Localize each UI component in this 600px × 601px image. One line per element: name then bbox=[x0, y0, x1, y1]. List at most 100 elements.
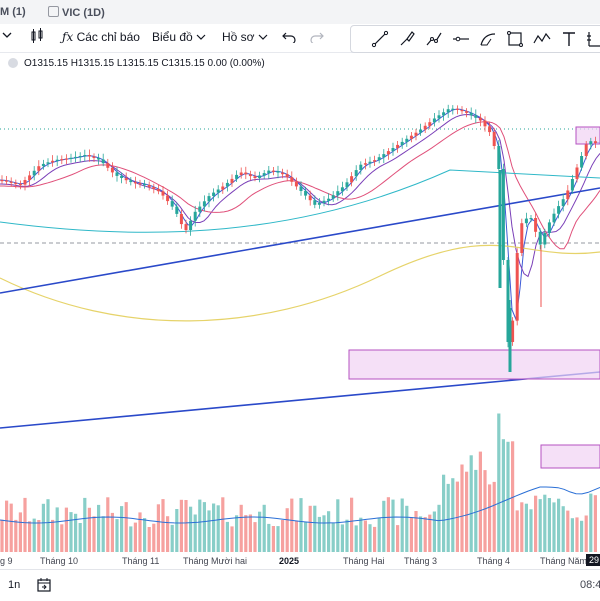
candle-body bbox=[78, 156, 82, 158]
candle-body bbox=[9, 181, 13, 183]
volume-bar bbox=[460, 464, 464, 552]
time-axis: g 9 Tháng 10 Tháng 11 Tháng Mười hai 202… bbox=[0, 552, 600, 569]
candle-body bbox=[345, 182, 349, 188]
volume-bar bbox=[340, 524, 344, 552]
tab-m[interactable]: M (1) bbox=[0, 6, 26, 18]
tab-vic[interactable]: VIC (1D) bbox=[48, 6, 105, 19]
volume-bar bbox=[566, 510, 570, 552]
volume-bar bbox=[534, 495, 538, 552]
volume-bar bbox=[156, 504, 160, 552]
candle-body bbox=[64, 158, 68, 160]
candle-body bbox=[488, 126, 492, 133]
volume-bar bbox=[161, 499, 165, 552]
time-axis-label: Tháng Mười hai bbox=[183, 556, 247, 566]
volume-bar bbox=[267, 523, 271, 552]
text-tool-icon[interactable] bbox=[560, 30, 578, 48]
rectangle-tool-icon[interactable] bbox=[506, 30, 524, 48]
volume-bar bbox=[386, 497, 390, 552]
volume-bar bbox=[152, 523, 156, 552]
volume-bar bbox=[87, 507, 91, 552]
legend-toggle-icon[interactable] bbox=[8, 58, 18, 69]
candle-body bbox=[589, 141, 593, 145]
candle-body bbox=[175, 206, 179, 214]
ma-line bbox=[0, 244, 600, 322]
candle-body bbox=[432, 118, 436, 123]
price-chart[interactable] bbox=[0, 52, 600, 569]
candle-body bbox=[239, 172, 243, 175]
candle-body bbox=[386, 151, 390, 155]
volume-bar bbox=[465, 471, 469, 552]
volume-bar bbox=[5, 500, 9, 552]
volume-bar bbox=[37, 520, 41, 552]
volume-bar bbox=[483, 470, 487, 552]
candle-body bbox=[189, 220, 193, 230]
candle-body bbox=[515, 253, 519, 321]
volume-bar bbox=[382, 500, 386, 552]
horizontal-ray-icon[interactable] bbox=[452, 30, 470, 48]
path-tool-icon[interactable] bbox=[425, 30, 443, 48]
candle-body bbox=[575, 167, 579, 179]
candle-body bbox=[244, 172, 248, 175]
volume-bar bbox=[396, 525, 400, 552]
candle-body bbox=[363, 163, 367, 165]
chevron-down-icon[interactable] bbox=[2, 28, 12, 45]
chevron-down-icon bbox=[258, 30, 268, 44]
candle-body bbox=[396, 144, 400, 148]
volume-bar bbox=[41, 503, 45, 552]
candle-body bbox=[446, 109, 450, 113]
candle-body bbox=[308, 195, 312, 201]
clock-time: 08:4 bbox=[580, 579, 600, 591]
candle-body bbox=[41, 163, 45, 167]
volume-ma-line bbox=[0, 486, 600, 524]
candle-body bbox=[584, 144, 588, 156]
volume-bar bbox=[230, 526, 234, 552]
volume-bar bbox=[9, 503, 13, 552]
ruler-tool-icon[interactable] bbox=[585, 30, 600, 48]
candle-body bbox=[474, 115, 478, 118]
time-axis-label: g 9 bbox=[0, 556, 13, 566]
ohlc-values: O1315.15 H1315.15 L1315.15 C1315.15 0.00… bbox=[24, 58, 265, 69]
chart-type-button[interactable]: Biểu đồ bbox=[152, 30, 206, 44]
volume-bar bbox=[506, 441, 510, 552]
candle-body bbox=[179, 214, 183, 225]
volume-bar bbox=[92, 516, 96, 552]
time-axis-label: Tháng 3 bbox=[404, 556, 438, 566]
pattern-tool-icon[interactable] bbox=[533, 30, 551, 48]
trendline-tool-icon[interactable] bbox=[371, 30, 389, 48]
range-1n-button[interactable]: 1n bbox=[8, 579, 21, 591]
indicators-button[interactable]: ƒx Các chỉ báo bbox=[62, 30, 140, 44]
curve-tool-icon[interactable] bbox=[479, 30, 497, 48]
volume-bar bbox=[414, 511, 418, 552]
undo-icon[interactable] bbox=[282, 29, 296, 46]
candle-body bbox=[101, 159, 105, 164]
candle-body bbox=[340, 187, 344, 192]
volume-bar bbox=[83, 497, 87, 552]
candle-body bbox=[428, 122, 432, 126]
brush-tool-icon[interactable] bbox=[398, 30, 416, 48]
volume-bar bbox=[308, 505, 312, 552]
volume-bar bbox=[478, 451, 482, 552]
candle-body bbox=[212, 192, 216, 197]
volume-bar bbox=[202, 502, 206, 552]
calendar-icon[interactable] bbox=[36, 577, 52, 596]
resistance-zone bbox=[575, 126, 600, 145]
volume-bar bbox=[23, 497, 27, 552]
candle-body bbox=[258, 175, 262, 178]
candle-body bbox=[299, 186, 303, 191]
volume-bar bbox=[294, 520, 298, 552]
profile-button[interactable]: Hồ sơ bbox=[222, 30, 268, 44]
candle-body bbox=[152, 187, 156, 190]
candle-body bbox=[97, 158, 101, 160]
candle-style-icon[interactable] bbox=[30, 27, 44, 48]
redo-icon[interactable] bbox=[310, 29, 324, 46]
candle-body bbox=[423, 125, 427, 130]
volume-bar bbox=[359, 517, 363, 552]
candle-body bbox=[382, 154, 386, 158]
volume-bar bbox=[175, 509, 179, 552]
volume-bar bbox=[423, 517, 427, 552]
volume-bar bbox=[336, 499, 340, 552]
candle-body bbox=[419, 129, 423, 133]
candle-body bbox=[506, 260, 510, 342]
candle-body bbox=[524, 218, 528, 224]
candle-body bbox=[580, 156, 584, 168]
